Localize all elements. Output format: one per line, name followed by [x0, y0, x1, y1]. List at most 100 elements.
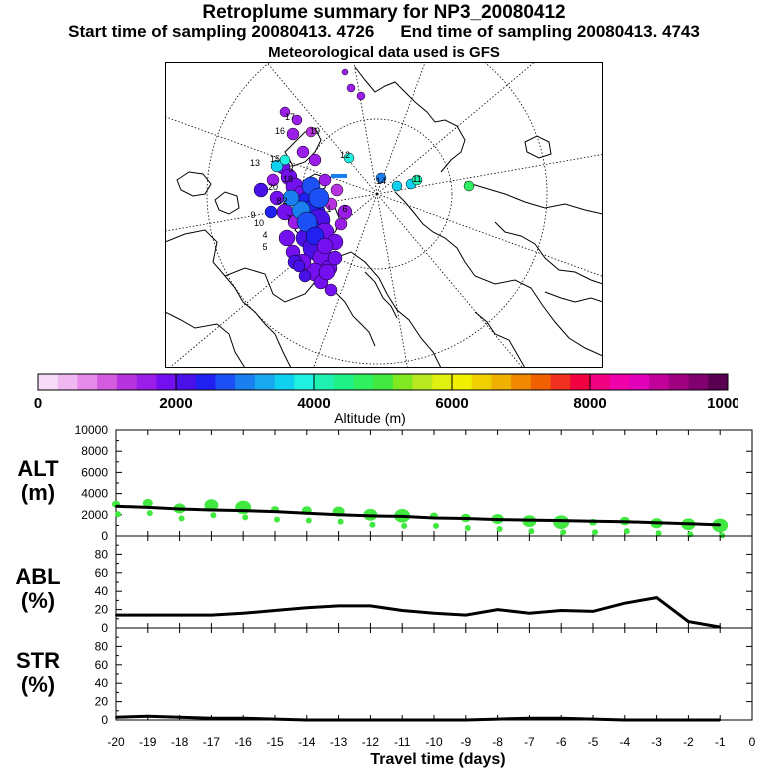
colorbar-swatch — [38, 374, 59, 390]
particle-dot — [296, 145, 310, 159]
particle-dot — [318, 263, 336, 281]
particle-dot — [346, 83, 356, 93]
str-axis-title-line2: (%) — [21, 672, 55, 697]
particle-cluster — [496, 526, 503, 533]
day-label: 10 — [254, 218, 264, 228]
str-data-point — [210, 717, 213, 720]
day-label: 19 — [310, 126, 320, 136]
x-tick-label: -13 — [330, 735, 348, 749]
abl-data-point — [687, 620, 690, 623]
chart-title: Retroplume summary for NP3_20080412 — [202, 2, 566, 23]
particle-dot — [463, 180, 475, 192]
y-tick-label: 20 — [95, 695, 109, 709]
particle-dot — [324, 283, 338, 297]
abl-data-point — [560, 609, 563, 612]
x-tick-label: -11 — [394, 735, 411, 749]
particle-dot — [298, 269, 312, 283]
x-tick-label: -18 — [171, 735, 189, 749]
particle-cluster — [369, 521, 376, 528]
particle-dot — [341, 68, 349, 76]
str-axis-title-line1: STR — [16, 648, 60, 673]
abl-data-point — [242, 612, 245, 615]
particle-cluster — [146, 510, 153, 517]
y-tick-label: 80 — [95, 547, 109, 561]
day-label: 6 — [342, 204, 347, 214]
alt-data-point — [560, 519, 563, 522]
alt-data-point — [305, 512, 308, 515]
particle-dot — [308, 187, 330, 209]
x-tick-label: -1 — [715, 735, 726, 749]
x-tick-label: -2 — [683, 735, 694, 749]
meridian-line — [376, 193, 603, 277]
alt-axis-title-line1: ALT — [17, 456, 59, 481]
particle-dot — [282, 189, 300, 207]
str-data-point — [528, 717, 531, 720]
colorbar-swatch — [294, 374, 315, 390]
colorbar-swatch — [629, 374, 650, 390]
particle-dot — [316, 237, 334, 255]
str-data-point — [401, 719, 404, 721]
day-label: 18 — [283, 174, 293, 184]
y-tick-label: 10000 — [75, 424, 109, 437]
particle-dot — [286, 127, 300, 141]
day-label: 15 — [270, 154, 280, 164]
meridian-line — [376, 62, 536, 195]
y-tick-label: 40 — [95, 676, 109, 690]
colorbar-swatch — [215, 374, 236, 390]
meridian-line — [376, 193, 408, 368]
particle-dot — [318, 173, 332, 187]
alt-data-point — [146, 506, 149, 509]
particle-dot — [270, 159, 284, 173]
colorbar-swatch — [688, 374, 709, 390]
meridian-line — [165, 116, 378, 195]
abl-data-point — [178, 614, 181, 617]
y-tick-label: 8000 — [81, 444, 108, 458]
panel-frame — [115, 627, 753, 721]
particle-cluster — [623, 528, 630, 535]
particle-cluster — [592, 529, 598, 536]
alt-data-point — [369, 514, 372, 517]
colorbar-tick-label: 10000 — [707, 395, 738, 412]
alt-data-point — [210, 509, 213, 512]
colorbar-swatch — [550, 374, 571, 390]
alt-data-point — [687, 522, 690, 525]
alt-data-point — [401, 515, 404, 518]
x-tick-label: -3 — [651, 735, 662, 749]
particle-dot — [334, 217, 348, 231]
x-tick-label: -6 — [556, 735, 567, 749]
alt-data-point — [242, 509, 245, 512]
particle-cluster — [305, 517, 312, 524]
day-label: 4 — [262, 230, 267, 240]
colorbar-swatch — [668, 374, 689, 390]
x-tick-label: -12 — [362, 735, 380, 749]
x-tick-label: -14 — [298, 735, 316, 749]
colorbar-tick-label: 6000 — [435, 395, 468, 412]
particle-dot — [305, 126, 317, 138]
day-label: 2 — [282, 196, 287, 206]
alt-data-point — [178, 507, 181, 510]
particle-dot — [308, 153, 322, 167]
particle-cluster — [115, 511, 121, 518]
particle-dot — [375, 172, 387, 184]
particle-cluster — [464, 524, 471, 531]
abl-series-line — [116, 596, 721, 629]
particle-dot — [327, 250, 343, 266]
day-label: 17 — [285, 112, 295, 122]
map-gridlines — [206, 62, 548, 365]
colorbar-swatch — [57, 374, 78, 390]
particle-dot — [411, 174, 423, 186]
colorbar-swatch — [235, 374, 256, 390]
abl-data-point — [274, 609, 276, 612]
alt-data-point — [337, 513, 340, 516]
x-tick-label: -20 — [107, 735, 125, 749]
abl-data-point — [496, 608, 499, 611]
abl-data-point — [305, 606, 308, 609]
end-time: End time of sampling 20080413. 4743 — [400, 22, 700, 41]
x-tick-label: 0 — [749, 735, 756, 749]
alt-data-point — [719, 523, 722, 526]
meridian-line — [313, 193, 378, 368]
abl-data-point — [433, 612, 435, 615]
alt-data-point — [274, 510, 276, 513]
particle-dot — [391, 180, 403, 192]
x-axis-labels: -20 -19 -18 -17 -16 -15 -14 -13 -12 -11 -10 -9 -8 -7-… — [107, 735, 755, 749]
